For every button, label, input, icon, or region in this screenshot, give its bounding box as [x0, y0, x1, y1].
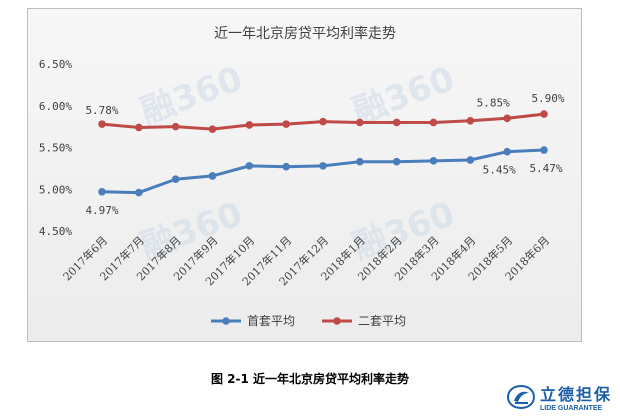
data-point: [540, 146, 548, 154]
data-point: [282, 120, 290, 128]
series-line: [101, 148, 545, 195]
data-label: 5.85%: [477, 96, 510, 109]
logo-chinese-name: 立德担保: [539, 385, 612, 404]
data-point: [356, 157, 364, 166]
data-label: 5.90%: [531, 92, 564, 105]
data-point: [466, 116, 475, 125]
data-label: 4.97%: [85, 204, 118, 217]
data-point: [503, 147, 511, 156]
y-tick-label: 5.00%: [39, 183, 72, 196]
data-point: [429, 157, 438, 165]
chart-frame: 近一年北京房贷平均利率走势 融360 融360 融360 融360 4.50% 5.00% 5…: [27, 8, 582, 342]
data-point: [208, 172, 217, 180]
data-point: [356, 118, 364, 127]
data-point: [466, 156, 475, 164]
y-tick-label: 5.50%: [39, 142, 72, 155]
legend-label: 首套平均: [247, 314, 295, 328]
y-tick-label: 6.00%: [39, 100, 72, 113]
data-point: [135, 123, 143, 132]
data-point: [540, 110, 548, 118]
legend-marker: [222, 317, 230, 325]
data-label: 5.45%: [483, 164, 516, 177]
data-point: [98, 187, 106, 196]
data-point: [319, 162, 327, 170]
data-point: [245, 162, 254, 170]
data-point: [171, 122, 180, 131]
data-point: [245, 121, 254, 129]
data-point: [135, 188, 143, 197]
data-label: 5.47%: [529, 162, 562, 175]
data-point: [98, 120, 106, 128]
data-point: [319, 117, 327, 126]
data-point: [429, 118, 438, 127]
data-point: [503, 114, 511, 123]
company-logo: 立德担保 LIDE GUARANTEE: [506, 381, 612, 412]
legend-label: 二套平均: [358, 314, 406, 328]
chart-title: 近一年北京房贷平均利率走势: [214, 25, 396, 42]
watermark-text: 融360: [135, 59, 247, 132]
data-point: [392, 118, 401, 127]
figure-caption: 图 2-1 近一年北京房贷平均利率走势: [210, 372, 410, 386]
data-point: [171, 175, 180, 184]
legend-marker: [333, 317, 341, 325]
logo-english-name: LIDE GUARANTEE: [539, 405, 603, 412]
watermark-text: 融360: [347, 194, 459, 267]
data-label: 5.78%: [85, 104, 118, 117]
y-tick-label: 6.50%: [39, 58, 72, 71]
data-point: [208, 125, 217, 133]
data-point: [392, 157, 401, 166]
data-point: [282, 162, 290, 171]
lide-logo-icon: [506, 384, 535, 409]
y-tick-label: 4.50%: [39, 225, 72, 238]
